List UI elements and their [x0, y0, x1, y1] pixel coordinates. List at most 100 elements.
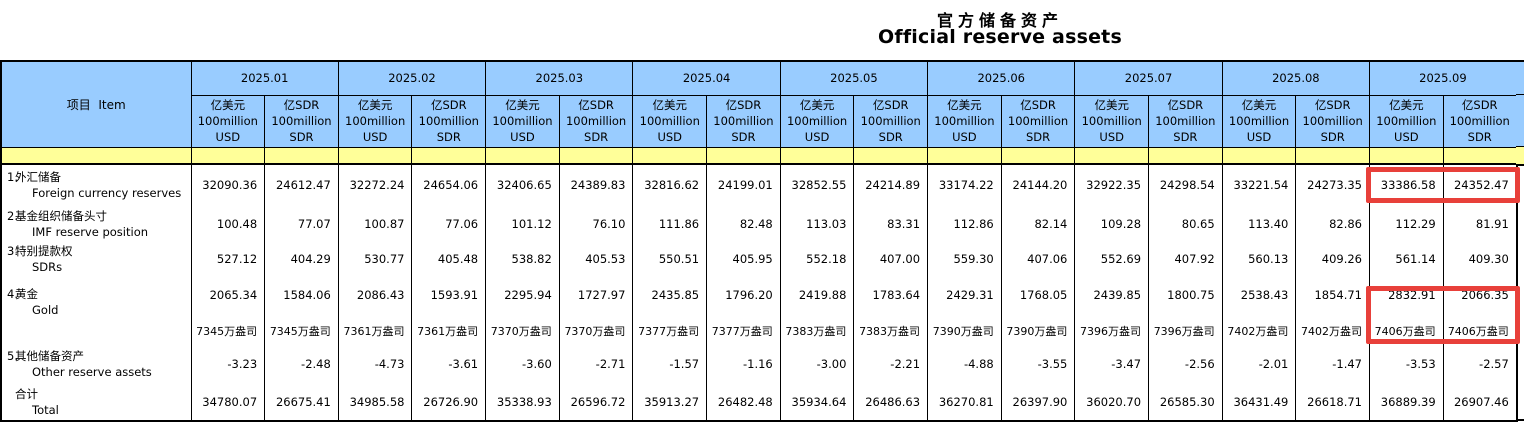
item-cell: 1. 外汇储备 Foreign currency reserves — [1, 164, 192, 205]
cell-value: 32406.65 — [496, 178, 552, 192]
unit-header-line: 100million — [1081, 114, 1142, 128]
cell-value: 82.86 — [1329, 216, 1362, 231]
gold-value: 1800.75 — [1167, 288, 1215, 302]
unit-header-sdr: 亿SDR 100million SDR — [1148, 94, 1223, 148]
value-cell: 32272.24 — [337, 164, 413, 205]
cell-value: 35934.64 — [791, 394, 847, 409]
gold-ounces: 7361万盎司 — [343, 325, 405, 338]
gold-value: 2429.31 — [946, 288, 994, 302]
unit-header-line: 100million — [492, 114, 553, 128]
value-cell: 24214.89 — [853, 164, 929, 205]
unit-header-line: 亿美元 — [505, 98, 540, 112]
gold-ounces: 7370万盎司 — [490, 325, 552, 338]
unit-header-line: 亿美元 — [1241, 98, 1277, 112]
value-cell: 2086.43 7361万盎司 — [337, 276, 413, 345]
value-cell: 1854.71 7402万盎司 — [1295, 276, 1370, 345]
cell-value: 24612.47 — [275, 178, 331, 192]
item-cell: 5. 其他储备资产 Other reserve assets — [1, 345, 192, 383]
month-header-6: 2025.06 — [927, 60, 1076, 96]
item-number: 2. — [7, 208, 18, 223]
cell-value: 405.95 — [732, 252, 773, 266]
cell-value: 405.48 — [437, 252, 479, 266]
cell-value: 35338.93 — [496, 394, 552, 409]
value-cell: -2.01 — [1221, 345, 1297, 383]
gold-value: 2066.35 — [1461, 288, 1509, 302]
value-cell: 100.87 — [337, 205, 413, 242]
cell-value: 77.06 — [445, 216, 479, 231]
unit-header-sdr: 亿SDR 100million SDR — [264, 94, 339, 148]
value-cell: 33386.58 — [1369, 164, 1444, 205]
value-cell: 407.06 — [1000, 242, 1076, 276]
item-zh-text: 基金组织储备头寸 — [15, 208, 107, 223]
value-cell: 2419.88 7383万盎司 — [779, 276, 855, 345]
item-number: 1. — [7, 170, 18, 184]
cell-value: 527.12 — [216, 252, 258, 266]
unit-header-line: 亿美元 — [947, 98, 982, 112]
cell-value: 36020.70 — [1086, 394, 1142, 409]
item-label-en: SDRs — [32, 260, 63, 274]
unit-header-line: USD — [804, 130, 830, 144]
cell-value: 26618.71 — [1307, 394, 1362, 409]
yellow-band-cell — [485, 146, 560, 165]
yellow-band-cell — [411, 146, 487, 165]
unit-header-sdr: 亿SDR 100million SDR — [411, 94, 487, 148]
cell-value: -3.53 — [1405, 357, 1436, 371]
unit-header-line: 100million — [1228, 114, 1290, 128]
value-cell: 404.29 — [264, 242, 339, 276]
value-cell: -3.23 — [190, 345, 266, 383]
month-header-1: 2025.01 — [190, 60, 339, 96]
value-cell: 113.03 — [779, 205, 855, 242]
cell-value: 76.10 — [592, 216, 626, 231]
value-cell: 112.29 — [1369, 205, 1444, 242]
gold-ounces: 7390万盎司 — [932, 325, 994, 338]
value-cell: -3.55 — [1000, 345, 1076, 383]
cell-value: 405.53 — [585, 252, 626, 266]
value-cell: 2429.31 7390万盎司 — [927, 276, 1002, 345]
cell-value: 24352.47 — [1453, 178, 1509, 192]
unit-header-line: SDR — [584, 130, 609, 144]
value-cell: -3.53 — [1369, 345, 1444, 383]
yellow-band-cell — [264, 146, 339, 165]
value-cell: 76.10 — [558, 205, 634, 242]
cell-value: -2.01 — [1258, 357, 1289, 371]
value-cell: 26675.41 — [264, 383, 339, 422]
cell-value: 552.69 — [1100, 252, 1142, 266]
value-cell: -3.60 — [485, 345, 560, 383]
table-row: 合计 Total 34780.07 26675.41 34985.58 26726.90 3… — [1, 383, 1518, 422]
unit-header-line: 100million — [345, 114, 406, 128]
value-cell: 1783.64 7383万盎司 — [853, 276, 929, 345]
gold-value: 2832.91 — [1388, 288, 1436, 302]
yellow-band-cell — [1369, 146, 1444, 165]
cell-value: 36270.81 — [938, 394, 994, 409]
cell-value: 550.51 — [658, 252, 700, 266]
unit-header-line: 亿美元 — [1389, 98, 1424, 112]
month-header-3: 2025.03 — [485, 60, 634, 96]
cell-value: 112.29 — [1395, 216, 1436, 231]
item-label-en: Total — [32, 402, 59, 417]
gold-ounces: 7402万盎司 — [1227, 325, 1289, 338]
sliver-yellow-band — [1516, 147, 1524, 166]
cell-value: 404.29 — [290, 252, 331, 266]
item-header: 项目 Item — [0, 60, 192, 148]
yellow-band-cell — [1221, 146, 1297, 165]
item-label-zh: 合计 — [2, 386, 191, 402]
cell-value: 112.86 — [953, 216, 994, 231]
sliver-body — [1516, 166, 1524, 421]
yellow-band-cell — [927, 146, 1002, 165]
value-cell: 35934.64 — [779, 383, 855, 422]
cell-value: 35913.27 — [644, 394, 700, 409]
cell-value: -1.57 — [669, 357, 700, 371]
cell-value: 552.18 — [806, 252, 847, 266]
cell-value: 36889.39 — [1380, 394, 1436, 409]
cell-value: 32090.36 — [202, 178, 258, 192]
gold-value: 1584.06 — [283, 288, 331, 302]
value-cell: -2.21 — [853, 345, 929, 383]
unit-header-line: 100million — [1007, 114, 1069, 128]
value-cell: -3.61 — [411, 345, 487, 383]
item-label-zh: 5. 其他储备资产 — [2, 348, 191, 364]
value-cell: 2065.34 7345万盎司 — [190, 276, 266, 345]
value-cell: 527.12 — [190, 242, 266, 276]
item-zh-text: 黄金 — [15, 287, 38, 301]
cell-value: 82.48 — [739, 216, 773, 231]
unit-header-line: 100million — [786, 114, 848, 128]
